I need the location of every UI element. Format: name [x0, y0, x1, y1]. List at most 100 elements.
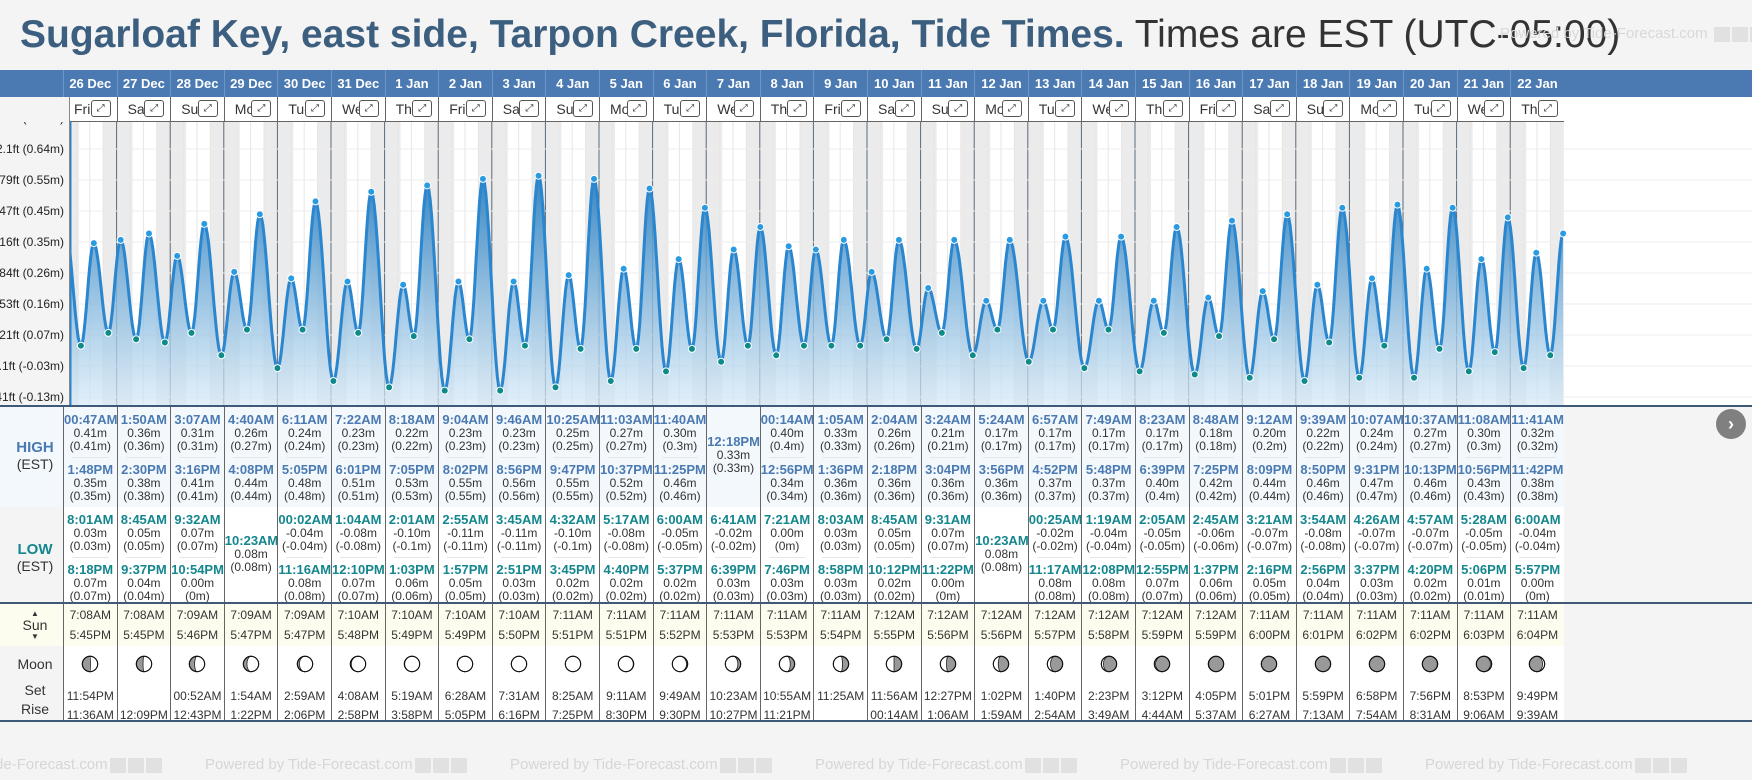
- low-tide-point[interactable]: [1355, 373, 1364, 382]
- high-tide-point[interactable]: [173, 251, 182, 260]
- expand-day-button[interactable]: ⤢: [1001, 100, 1022, 117]
- high-tide-point[interactable]: [811, 245, 820, 254]
- low-tide-point[interactable]: [329, 376, 338, 385]
- high-tide-point[interactable]: [534, 171, 543, 180]
- high-tide-point[interactable]: [311, 197, 320, 206]
- expand-day-button[interactable]: ⤢: [251, 100, 272, 117]
- expand-day-button[interactable]: ⤢: [840, 100, 861, 117]
- high-tide-point[interactable]: [1313, 280, 1322, 289]
- expand-day-button[interactable]: ⤢: [1055, 100, 1076, 117]
- low-tide-point[interactable]: [606, 376, 615, 385]
- low-tide-point[interactable]: [1546, 351, 1555, 360]
- high-tide-point[interactable]: [1149, 296, 1158, 305]
- low-tide-point[interactable]: [132, 335, 141, 344]
- low-tide-point[interactable]: [1410, 373, 1419, 382]
- expand-day-button[interactable]: ⤢: [680, 100, 701, 117]
- low-tide-point[interactable]: [1490, 348, 1499, 357]
- low-tide-point[interactable]: [1135, 367, 1144, 376]
- high-tide-point[interactable]: [700, 203, 709, 212]
- low-tide-point[interactable]: [187, 328, 196, 337]
- low-tide-point[interactable]: [1048, 325, 1057, 334]
- high-tide-point[interactable]: [1338, 203, 1347, 212]
- high-tide-point[interactable]: [1204, 293, 1213, 302]
- high-tide-point[interactable]: [1061, 232, 1070, 241]
- low-tide-point[interactable]: [1245, 373, 1254, 382]
- expand-day-button[interactable]: ⤢: [465, 100, 486, 117]
- low-tide-point[interactable]: [576, 344, 585, 353]
- expand-day-button[interactable]: ⤢: [1108, 100, 1129, 117]
- low-tide-point[interactable]: [217, 351, 226, 360]
- high-tide-point[interactable]: [343, 277, 352, 286]
- high-tide-point[interactable]: [230, 267, 239, 276]
- high-tide-point[interactable]: [509, 277, 518, 286]
- high-tide-point[interactable]: [867, 267, 876, 276]
- low-tide-point[interactable]: [1080, 364, 1089, 373]
- high-tide-point[interactable]: [564, 271, 573, 280]
- high-tide-point[interactable]: [982, 296, 991, 305]
- low-tide-point[interactable]: [1215, 332, 1224, 341]
- high-tide-point[interactable]: [1448, 203, 1457, 212]
- expand-day-button[interactable]: ⤢: [1430, 100, 1451, 117]
- expand-day-button[interactable]: ⤢: [626, 100, 647, 117]
- low-tide-point[interactable]: [1270, 335, 1279, 344]
- low-tide-point[interactable]: [354, 328, 363, 337]
- high-tide-point[interactable]: [1172, 223, 1181, 232]
- low-tide-point[interactable]: [104, 328, 113, 337]
- high-tide-point[interactable]: [839, 235, 848, 244]
- high-tide-point[interactable]: [674, 255, 683, 264]
- expand-day-button[interactable]: ⤢: [90, 100, 111, 117]
- expand-day-button[interactable]: ⤢: [733, 100, 754, 117]
- high-tide-point[interactable]: [89, 239, 98, 248]
- low-tide-point[interactable]: [1190, 370, 1199, 379]
- low-tide-point[interactable]: [882, 335, 891, 344]
- low-tide-point[interactable]: [1325, 338, 1334, 347]
- high-tide-point[interactable]: [1393, 200, 1402, 209]
- low-tide-point[interactable]: [1519, 364, 1528, 373]
- expand-day-button[interactable]: ⤢: [1269, 100, 1290, 117]
- high-tide-point[interactable]: [619, 264, 628, 273]
- low-tide-point[interactable]: [1024, 357, 1033, 366]
- high-tide-point[interactable]: [784, 242, 793, 251]
- low-tide-point[interactable]: [937, 328, 946, 337]
- low-tide-point[interactable]: [1104, 325, 1113, 334]
- low-tide-point[interactable]: [717, 357, 726, 366]
- high-tide-point[interactable]: [116, 235, 125, 244]
- low-tide-point[interactable]: [385, 383, 394, 392]
- low-tide-point[interactable]: [687, 344, 696, 353]
- high-tide-point[interactable]: [1422, 264, 1431, 273]
- high-tide-point[interactable]: [924, 283, 933, 292]
- low-tide-point[interactable]: [827, 341, 836, 350]
- high-tide-point[interactable]: [1368, 274, 1377, 283]
- next-days-button[interactable]: ›: [1716, 409, 1746, 439]
- high-tide-point[interactable]: [255, 210, 264, 219]
- high-tide-point[interactable]: [1559, 229, 1568, 238]
- low-tide-point[interactable]: [465, 335, 474, 344]
- high-tide-point[interactable]: [1532, 248, 1541, 257]
- expand-day-button[interactable]: ⤢: [787, 100, 808, 117]
- high-tide-point[interactable]: [423, 181, 432, 190]
- high-tide-point[interactable]: [367, 187, 376, 196]
- low-tide-point[interactable]: [273, 364, 282, 373]
- expand-day-button[interactable]: ⤢: [948, 100, 969, 117]
- low-tide-point[interactable]: [856, 341, 865, 350]
- high-tide-point[interactable]: [1258, 287, 1267, 296]
- low-tide-point[interactable]: [912, 344, 921, 353]
- low-tide-point[interactable]: [520, 341, 529, 350]
- high-tide-point[interactable]: [645, 184, 654, 193]
- low-tide-point[interactable]: [76, 341, 85, 350]
- expand-day-button[interactable]: ⤢: [1216, 100, 1237, 117]
- high-tide-point[interactable]: [756, 223, 765, 232]
- low-tide-point[interactable]: [632, 344, 641, 353]
- high-tide-point[interactable]: [894, 235, 903, 244]
- low-tide-point[interactable]: [968, 351, 977, 360]
- high-tide-point[interactable]: [1117, 232, 1126, 241]
- expand-day-button[interactable]: ⤢: [894, 100, 915, 117]
- high-tide-point[interactable]: [1227, 216, 1236, 225]
- expand-day-button[interactable]: ⤢: [1484, 100, 1505, 117]
- high-tide-point[interactable]: [1477, 255, 1486, 264]
- high-tide-point[interactable]: [729, 245, 738, 254]
- high-tide-point[interactable]: [399, 280, 408, 289]
- expand-day-button[interactable]: ⤢: [519, 100, 540, 117]
- low-tide-point[interactable]: [440, 386, 449, 395]
- low-tide-point[interactable]: [993, 325, 1002, 334]
